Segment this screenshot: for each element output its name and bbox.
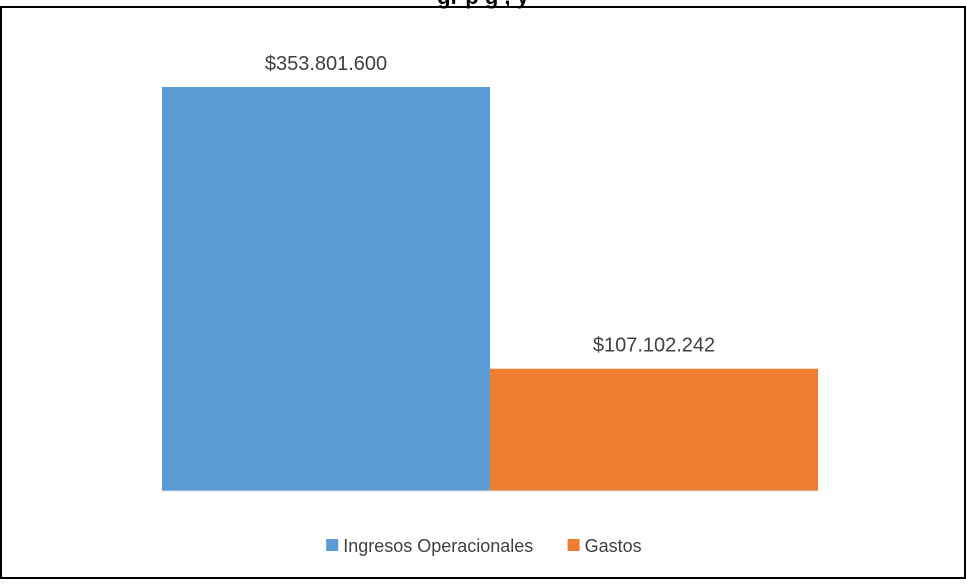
legend-swatch-0 (326, 539, 339, 551)
legend-label-0: Ingresos Operacionales (343, 536, 533, 556)
data-label-1: $107.102.242 (593, 335, 715, 357)
chart-title: gr p g , y (437, 0, 529, 9)
bar-1 (490, 368, 818, 491)
legend-swatch-1 (567, 539, 580, 551)
bar-0 (162, 87, 490, 491)
chart-legend: Ingresos Operacionales Gastos (326, 536, 642, 556)
bars-layer: $353.801.600 $107.102.242 (162, 53, 818, 491)
legend-label-1: Gastos (585, 536, 642, 556)
data-label-0: $353.801.600 (265, 53, 387, 75)
